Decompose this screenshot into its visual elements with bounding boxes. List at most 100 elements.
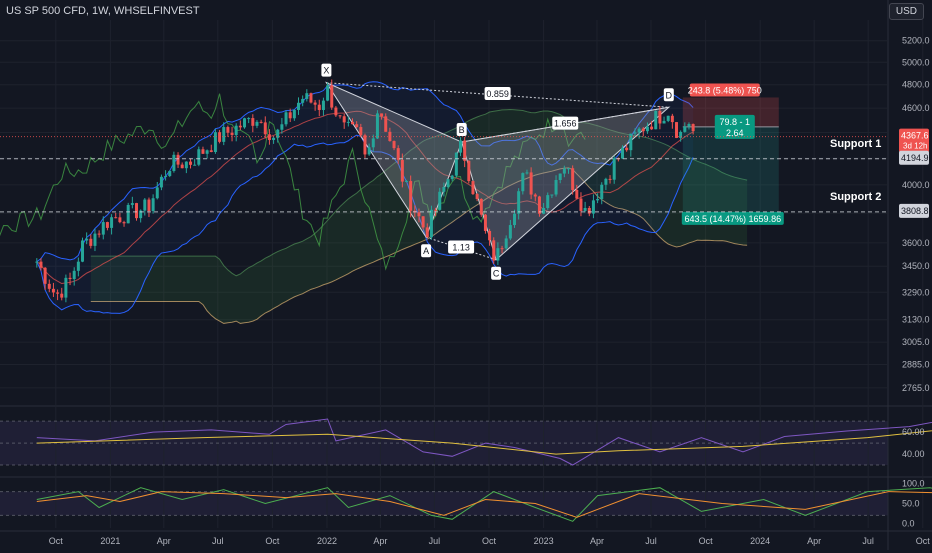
candle-body	[297, 102, 301, 110]
candle-body	[238, 125, 242, 128]
target-label-box	[681, 211, 784, 225]
pattern-point-label: D	[666, 90, 673, 100]
candle-body	[351, 121, 355, 125]
candle-body	[571, 168, 575, 190]
candle-body	[317, 104, 321, 111]
candle-body	[625, 147, 629, 151]
time-tick-label: Apr	[807, 536, 821, 546]
candle-body	[683, 126, 687, 132]
candle-body	[164, 176, 168, 178]
candle-body	[396, 148, 400, 160]
candle-body	[670, 115, 674, 123]
price-axis-marker	[899, 203, 929, 218]
candle-body	[375, 113, 379, 139]
candle-body	[263, 122, 267, 135]
symbol-title: US SP 500 CFD, 1W, WHSELFINVEST	[6, 5, 200, 17]
rr-label-line2: 2.64	[726, 128, 744, 138]
candle-body	[76, 261, 80, 271]
candle-body	[450, 175, 454, 180]
candle-body	[500, 248, 504, 250]
candle-body	[525, 172, 529, 174]
price-tick-label: 4000.0	[902, 180, 930, 190]
bollinger-basis	[36, 110, 694, 285]
rr-label-box	[714, 114, 755, 139]
price-axis-marker-label: 4194.9	[901, 153, 929, 163]
candle-body	[230, 132, 234, 136]
currency-button[interactable]: USD	[888, 3, 924, 20]
candle-body	[359, 127, 363, 136]
candle-body	[276, 129, 280, 138]
candle-body	[467, 160, 471, 182]
candle-body	[446, 179, 450, 188]
rr-label-line1: 79.8 - 1	[720, 117, 751, 127]
candle-body	[267, 134, 271, 141]
price-tick-label: 2885.0	[902, 359, 930, 369]
candle-body	[488, 230, 492, 241]
candle-body	[110, 217, 114, 228]
candle-body	[189, 161, 193, 165]
candle-body	[409, 181, 413, 211]
rsi-line	[36, 418, 932, 466]
candle-body	[243, 118, 247, 128]
candle-body	[201, 149, 205, 154]
candle-body	[284, 112, 288, 125]
candle-body	[479, 198, 483, 215]
candle-body	[633, 132, 637, 134]
candle-body	[496, 248, 500, 261]
candle-body	[292, 109, 296, 119]
pattern-xd-line	[326, 82, 669, 108]
candle-body	[155, 187, 159, 199]
candle-body	[139, 210, 143, 219]
candle-body	[105, 222, 109, 228]
candle-body	[89, 238, 93, 246]
candle-body	[309, 93, 313, 103]
candle-body	[81, 240, 85, 262]
price-tick-label: 3290.0	[902, 287, 930, 297]
candle-body	[363, 135, 367, 155]
price-tick-label: 4600.0	[902, 103, 930, 113]
candle-body	[554, 179, 558, 195]
pattern-point-label: C	[493, 269, 500, 279]
time-tick-label: 2021	[100, 536, 120, 546]
candle-body	[205, 150, 209, 154]
candle-body	[637, 128, 641, 133]
price-axis-marker-label: 4367.6	[901, 131, 929, 141]
price-axis-marker-sub: 3d 12h	[903, 142, 927, 151]
candle-body	[641, 128, 645, 132]
candle-body	[434, 209, 438, 211]
stoch-tick-label: 0.0	[902, 518, 915, 528]
candle-body	[326, 85, 330, 101]
candle-body	[658, 110, 662, 124]
candle-body	[442, 187, 446, 192]
target-zone	[682, 126, 779, 212]
target-label: 643.5 (14.47%) 1659.86	[685, 214, 782, 224]
bollinger-fill	[36, 81, 694, 314]
time-tick-label: Oct	[916, 536, 931, 546]
candle-body	[122, 222, 126, 224]
candle-body	[454, 152, 458, 176]
candle-body	[93, 233, 97, 246]
ratio-box	[484, 86, 511, 100]
candle-body	[367, 147, 371, 155]
candle-body	[508, 225, 512, 239]
candle-body	[97, 233, 101, 235]
candle-body	[687, 124, 691, 127]
candle-body	[259, 121, 263, 123]
candle-body	[533, 194, 537, 197]
rsi-tick-label: 60.00	[902, 427, 925, 437]
candle-body	[542, 207, 546, 214]
candle-body	[176, 154, 180, 165]
time-tick-label: Oct	[482, 536, 497, 546]
ratio-label: 1.656	[554, 119, 577, 129]
pattern-point-label: A	[423, 246, 429, 256]
stoch-tick-label: 100.0	[902, 479, 925, 489]
candle-body	[388, 131, 392, 142]
candle-body	[521, 173, 525, 192]
candle-body	[101, 222, 105, 235]
candle-body	[143, 199, 147, 211]
time-tick-label: 2023	[534, 536, 554, 546]
rsi-ma-line	[36, 430, 932, 455]
